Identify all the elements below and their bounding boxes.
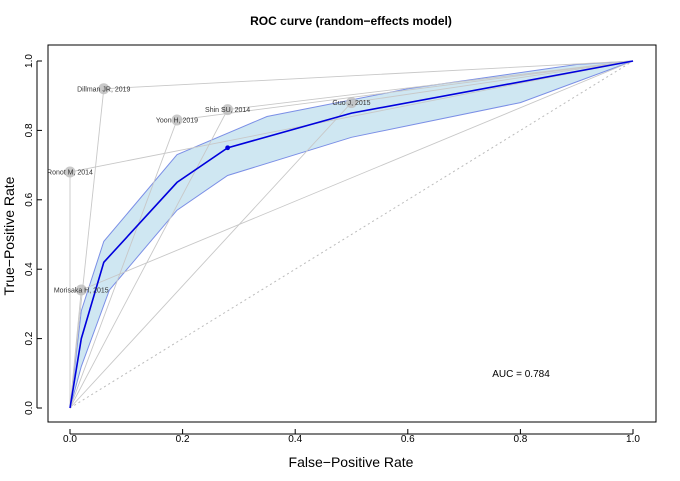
x-tick-label-2: 0.4: [288, 434, 302, 445]
y-tick-label-0: 0.0: [24, 401, 35, 415]
axes: 0.0 0.2 0.4 0.6 0.8 1.0 0.0 0.2 0.4 0.6 0.8 1.0: [24, 44, 657, 445]
plot-frame: [47, 44, 657, 423]
y-tick-label-1: 0.2: [24, 331, 35, 345]
confidence-band: [70, 61, 633, 408]
study-point-3: [346, 97, 357, 109]
y-tick-label-5: 1.0: [24, 54, 35, 68]
study-point-1: [222, 104, 234, 116]
y-axis-label: True−Positive Rate: [1, 176, 17, 295]
summary-point: [225, 145, 231, 151]
plot-area: Dillman JR, 2019 Shin SU, 2014 Yoon H, 201…: [47, 60, 634, 409]
x-tick-label-5: 1.0: [626, 434, 640, 445]
y-tick-label-2: 0.4: [24, 262, 35, 276]
confidence-band-lower: [69, 60, 634, 409]
chance-diagonal: [69, 60, 634, 409]
x-tick-label-4: 0.8: [513, 434, 527, 445]
y-tick-label-3: 0.6: [24, 192, 35, 206]
chart-title: ROC curve (random−effects model): [250, 14, 452, 28]
x-tick-label-0: 0.0: [63, 434, 77, 445]
study-label-3: Guo J, 2015: [332, 100, 370, 107]
auc-label: AUC = 0.784: [492, 369, 550, 380]
x-axis-label: False−Positive Rate: [289, 454, 414, 470]
study-point-2: [171, 114, 183, 126]
summary-roc-curve: [69, 60, 634, 409]
study-label-4: Ronot M, 2014: [47, 170, 93, 177]
study-label-1: Shin SU, 2014: [205, 107, 250, 114]
study-label-0: Dillman JR, 2019: [77, 86, 130, 93]
study-point-0: [98, 83, 110, 95]
study-point-4: [64, 166, 76, 178]
x-tick-label-1: 0.2: [176, 434, 190, 445]
confidence-band-upper: [69, 60, 634, 409]
x-tick-label-3: 0.6: [401, 434, 415, 445]
study-label-5: Morisaka H, 2015: [54, 288, 109, 295]
study-point-5: [75, 284, 87, 296]
study-label-2: Yoon H, 2019: [156, 117, 198, 124]
y-tick-label-4: 0.8: [24, 123, 35, 137]
